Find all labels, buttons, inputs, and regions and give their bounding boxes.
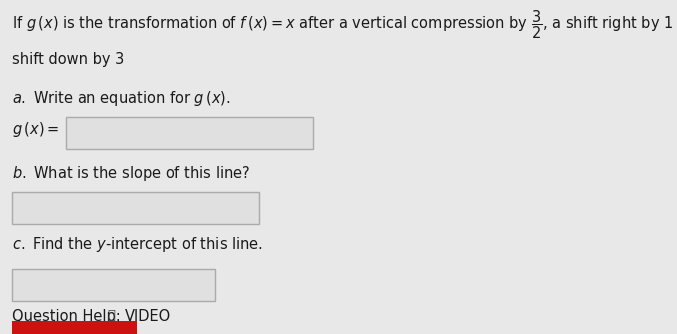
Text: VIDEO: VIDEO bbox=[125, 309, 171, 324]
FancyBboxPatch shape bbox=[12, 321, 137, 334]
Text: $a.$ Write an equation for $g\,(x)$.: $a.$ Write an equation for $g\,(x)$. bbox=[12, 89, 231, 108]
Text: If $g\,(x)$ is the transformation of $f\,(x) = x$ after a vertical compression b: If $g\,(x)$ is the transformation of $f\… bbox=[12, 8, 677, 41]
Text: Question Help:: Question Help: bbox=[12, 309, 121, 324]
FancyBboxPatch shape bbox=[12, 192, 259, 224]
Text: $b.$ What is the slope of this line?: $b.$ What is the slope of this line? bbox=[12, 164, 250, 183]
Text: shift down by 3: shift down by 3 bbox=[12, 52, 125, 67]
Text: $g\,(x) =$: $g\,(x) =$ bbox=[12, 120, 60, 139]
Text: $c.$ Find the $y$-intercept of this line.: $c.$ Find the $y$-intercept of this line… bbox=[12, 235, 263, 255]
FancyBboxPatch shape bbox=[66, 117, 313, 149]
FancyBboxPatch shape bbox=[12, 269, 215, 301]
Text: 📄: 📄 bbox=[107, 309, 115, 322]
